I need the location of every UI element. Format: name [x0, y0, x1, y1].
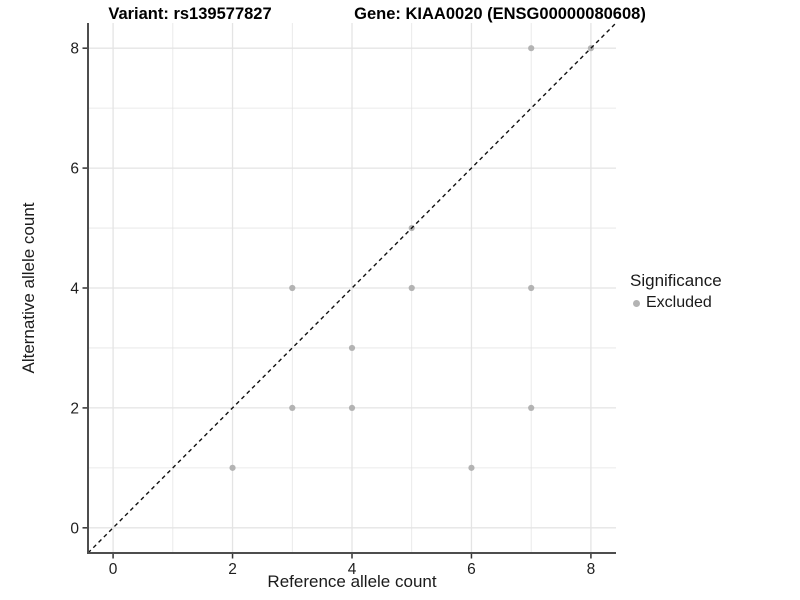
data-point	[528, 404, 535, 412]
plot-title-gene: Gene: KIAA0020 (ENSG00000080608)	[354, 5, 646, 23]
legend-marker-icon	[633, 299, 640, 307]
y-tick-label: 8	[70, 41, 79, 58]
y-tick-label: 2	[70, 400, 79, 417]
x-axis-title: Reference allele count	[267, 572, 437, 591]
x-tick-label: 0	[109, 561, 118, 578]
x-tick-label: 2	[228, 561, 237, 578]
y-tick-label: 4	[70, 281, 79, 298]
x-tick-label: 6	[467, 561, 476, 578]
data-point	[528, 284, 535, 292]
x-tick-label: 8	[587, 561, 596, 578]
y-tick-label: 0	[70, 520, 79, 537]
data-point	[348, 344, 356, 352]
data-point	[229, 464, 236, 471]
data-point	[289, 284, 296, 292]
data-point	[468, 464, 475, 471]
data-point	[528, 45, 535, 52]
data-point	[348, 404, 356, 412]
legend-title: Significance	[630, 271, 722, 290]
plot-title-variant: Variant: rs139577827	[108, 5, 272, 23]
data-point	[408, 284, 415, 292]
legend: Significance Excluded	[630, 271, 722, 312]
data-point	[289, 404, 296, 412]
legend-item-label: Excluded	[646, 294, 712, 311]
y-axis-title: Alternative allele count	[19, 202, 38, 374]
legend-item-excluded: Excluded	[633, 294, 722, 312]
y-tick-label: 6	[70, 161, 79, 178]
identity-reference-line	[87, 22, 617, 554]
x-tick-label: 4	[348, 561, 357, 578]
